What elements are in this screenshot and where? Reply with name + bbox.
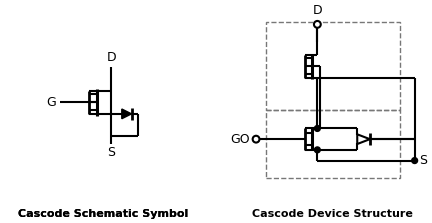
Circle shape xyxy=(412,158,418,163)
Bar xyxy=(266,23,400,110)
Polygon shape xyxy=(122,109,131,119)
Circle shape xyxy=(314,147,320,153)
Text: Cascode Device Structure: Cascode Device Structure xyxy=(251,209,413,219)
Text: S: S xyxy=(107,146,115,159)
Circle shape xyxy=(314,21,321,28)
Circle shape xyxy=(314,126,320,131)
Text: G: G xyxy=(46,96,56,109)
Text: D: D xyxy=(312,4,322,17)
Bar xyxy=(266,110,400,178)
Text: GO: GO xyxy=(231,133,250,146)
Text: S: S xyxy=(419,154,428,167)
Circle shape xyxy=(253,136,260,142)
Text: Cascode Schematic Symbol: Cascode Schematic Symbol xyxy=(18,209,188,219)
Text: D: D xyxy=(106,51,116,64)
Text: Cascode Schematic Symbol: Cascode Schematic Symbol xyxy=(18,209,188,219)
